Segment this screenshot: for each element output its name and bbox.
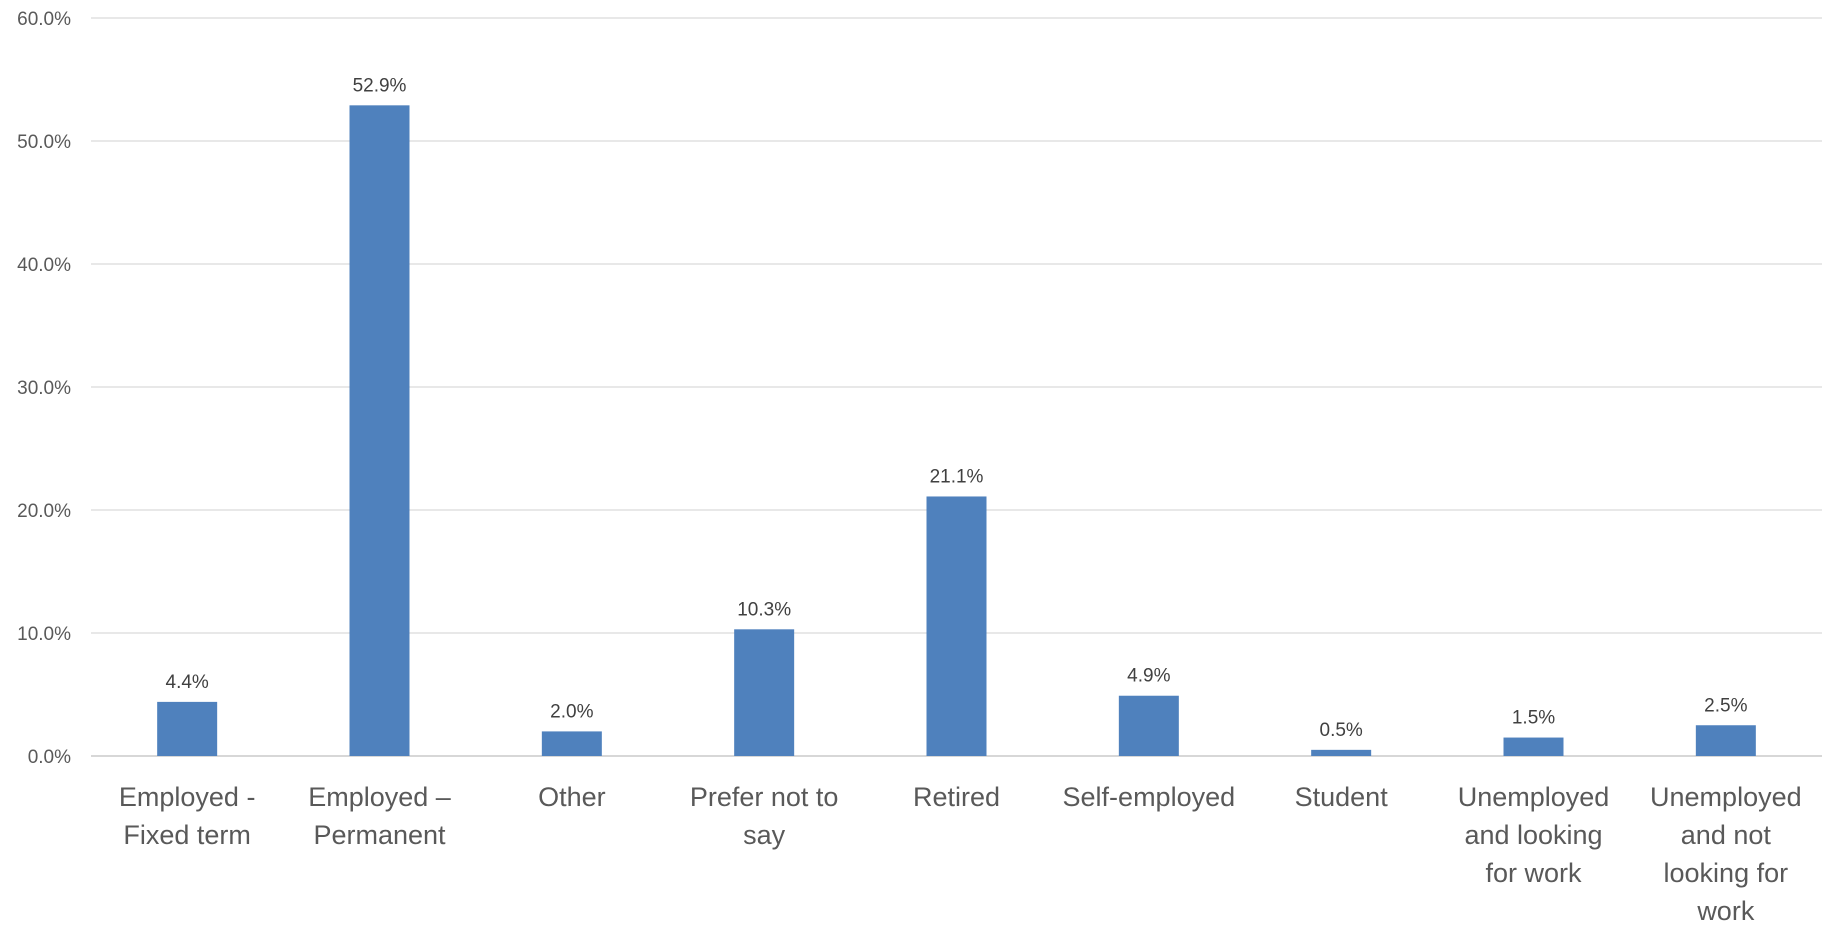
bar [541, 731, 602, 756]
category-label: Unemployed and not looking for work [1650, 782, 1802, 926]
y-tick-label: 40.0% [17, 255, 71, 276]
data-label: 0.5% [1320, 720, 1363, 741]
y-tick-label: 10.0% [17, 624, 71, 645]
category-label: Retired [913, 782, 1000, 812]
category-label: Unemployed and looking for work [1458, 782, 1610, 888]
category-label: Employed – Permanent [308, 782, 451, 850]
category-label: Prefer not to say [690, 782, 839, 850]
category-label: Self-employed [1063, 782, 1236, 812]
y-tick-label: 0.0% [28, 747, 71, 768]
category-label: Employed -Fixed term [119, 782, 256, 850]
bar [349, 105, 410, 756]
y-tick-label: 30.0% [17, 378, 71, 399]
y-axis-tick-labels: 0.0% 10.0% 20.0% 30.0% 40.0% 50.0% 60.0% [17, 9, 71, 768]
bar [1695, 725, 1756, 756]
data-label: 21.1% [930, 466, 984, 487]
data-label: 52.9% [353, 75, 407, 96]
category-label: Other [538, 782, 606, 812]
bar [1118, 695, 1179, 756]
x-axis-category-labels: Employed -Fixed term Employed – Permanent O… [119, 782, 1802, 926]
bar [926, 496, 987, 756]
data-label: 10.3% [737, 599, 791, 620]
data-labels: 4.4% 52.9% 2.0% 10.3% 21.1% 4.9% 0.5% 1.5% 2.5% [166, 75, 1748, 741]
bar [157, 701, 218, 756]
data-label: 4.4% [166, 672, 209, 693]
data-label: 2.5% [1704, 695, 1747, 716]
data-label: 2.0% [550, 701, 593, 722]
y-tick-label: 60.0% [17, 9, 71, 30]
data-label: 1.5% [1512, 708, 1555, 729]
bar [1503, 737, 1564, 756]
data-label: 4.9% [1127, 666, 1170, 687]
y-tick-label: 20.0% [17, 501, 71, 522]
bar [1311, 749, 1372, 756]
bar [734, 629, 795, 756]
bars [157, 105, 1756, 756]
y-tick-label: 50.0% [17, 132, 71, 153]
category-label: Student [1295, 782, 1389, 812]
